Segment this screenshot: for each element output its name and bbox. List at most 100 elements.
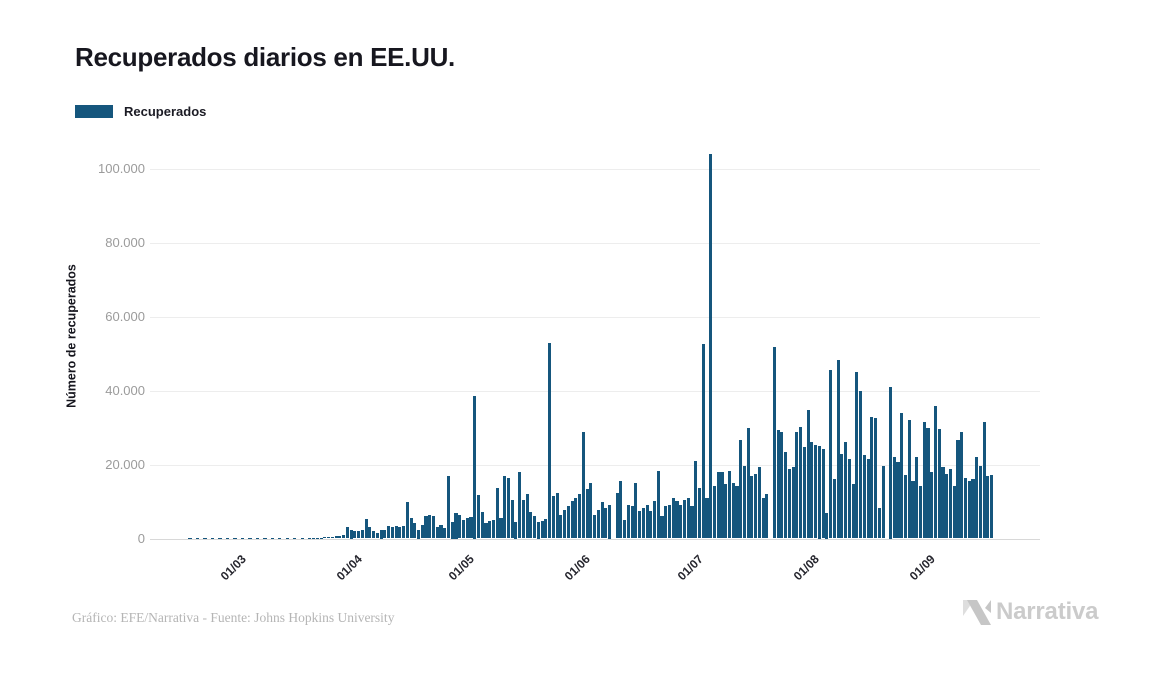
bar [375, 533, 379, 539]
bar [746, 428, 750, 539]
bar [806, 409, 810, 539]
bar [712, 486, 717, 539]
bar [443, 528, 447, 539]
bar [701, 343, 705, 539]
bar [402, 526, 406, 539]
bar [780, 431, 784, 539]
bar [926, 428, 930, 539]
bar [514, 521, 518, 539]
bar [656, 470, 660, 539]
bar [330, 536, 334, 539]
bar [536, 521, 540, 539]
bar [709, 154, 713, 539]
bar [697, 487, 702, 539]
bar [484, 523, 488, 539]
bar [727, 470, 731, 539]
bar [263, 537, 267, 539]
bar [409, 518, 413, 539]
bar [787, 469, 791, 539]
bar [342, 535, 346, 539]
bar [851, 484, 855, 539]
bar [694, 460, 698, 539]
gridline [150, 464, 1040, 466]
bar [559, 514, 563, 539]
bar [469, 517, 473, 539]
bar [210, 537, 215, 539]
bar [420, 524, 424, 539]
bar [293, 537, 297, 539]
bar [233, 537, 237, 539]
x-tick-label: 01/08 [790, 552, 822, 584]
bar [461, 520, 466, 539]
gridline [150, 390, 1040, 392]
bar [847, 459, 851, 539]
bar [357, 530, 361, 539]
bar [604, 507, 608, 539]
narrativa-logo: Narrativa [962, 598, 1098, 626]
bar [225, 537, 230, 539]
bar [664, 506, 668, 539]
bar [495, 487, 499, 539]
bar [503, 475, 507, 539]
bar [776, 430, 780, 539]
bar [499, 518, 503, 539]
bar [937, 429, 941, 539]
bar [248, 537, 252, 539]
bar [922, 421, 926, 539]
bar [862, 455, 866, 539]
bar [574, 497, 578, 539]
bar [435, 526, 439, 539]
bar [742, 465, 746, 539]
bar [488, 520, 492, 539]
bar [832, 479, 836, 539]
bar [405, 501, 409, 539]
bar [446, 475, 451, 539]
bar [338, 535, 342, 539]
bar [240, 537, 245, 539]
bar [578, 494, 582, 539]
bar [829, 370, 833, 539]
bar [653, 501, 657, 539]
bar [203, 537, 207, 539]
bar [589, 483, 593, 539]
bar [638, 511, 642, 539]
legend: Recuperados [75, 104, 206, 119]
y-axis-title: Número de recuperados [64, 264, 79, 408]
bar [667, 504, 672, 539]
bar [956, 440, 960, 539]
bar [327, 537, 331, 539]
bar [600, 502, 604, 539]
bar [784, 452, 788, 539]
y-tick-label: 40.000 [105, 382, 145, 398]
bar [218, 537, 222, 539]
bar [915, 457, 919, 539]
bar [300, 537, 304, 539]
bar [888, 387, 893, 539]
bar [645, 504, 649, 539]
bar [671, 497, 675, 539]
bar [795, 431, 799, 539]
bar [424, 515, 428, 539]
bar [372, 531, 376, 539]
legend-label: Recuperados [124, 104, 207, 119]
bar [563, 509, 567, 539]
bar [982, 421, 986, 539]
bar [967, 480, 971, 539]
y-tick-label: 0 [137, 530, 145, 546]
bar [323, 537, 327, 539]
bar [817, 446, 821, 539]
x-axis-line [150, 538, 1040, 540]
bar [270, 537, 274, 539]
bar [836, 360, 840, 539]
bar [491, 520, 495, 539]
bar [623, 519, 627, 539]
bar [439, 524, 443, 539]
bar [544, 519, 548, 539]
bar [394, 525, 398, 539]
bar [896, 461, 900, 539]
bar [765, 494, 769, 539]
bar [810, 442, 814, 539]
bar [548, 343, 552, 539]
bar [978, 465, 982, 539]
bar [413, 523, 417, 539]
